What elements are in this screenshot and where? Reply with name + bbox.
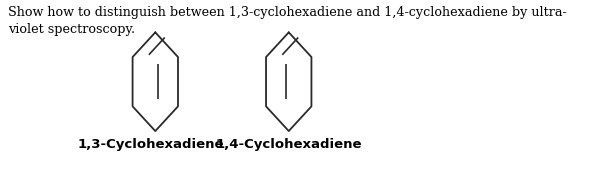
- Text: Show how to distinguish between 1,3-cyclohexadiene and 1,4-cyclohexadiene by ult: Show how to distinguish between 1,3-cycl…: [8, 6, 566, 36]
- Text: 1,4-Cyclohexadiene: 1,4-Cyclohexadiene: [216, 138, 362, 151]
- Text: 1,3-Cyclohexadiene: 1,3-Cyclohexadiene: [77, 138, 224, 151]
